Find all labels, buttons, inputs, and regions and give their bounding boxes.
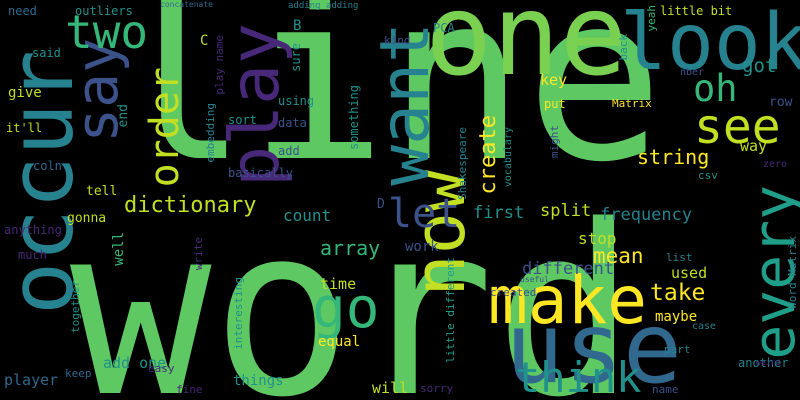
word-frequency: frequency (600, 205, 693, 225)
word-created: created (490, 286, 537, 299)
word-stop: stop (578, 229, 617, 248)
word-anything: anything (4, 223, 62, 237)
word-embedding: embedding (204, 103, 217, 163)
word-case: case (692, 321, 717, 332)
word-end: end (116, 104, 131, 128)
word-oh: oh (693, 67, 738, 110)
word-look: look (620, 0, 800, 88)
word-add-one: add one (103, 354, 167, 372)
word-using: using (278, 94, 315, 108)
word-fine: fine (176, 383, 203, 396)
word-gonna: gonna (67, 211, 107, 226)
word-list: list (666, 251, 693, 264)
word-first: first (473, 203, 525, 223)
word-little-bit: little bit (660, 4, 733, 18)
word-see: see (694, 99, 781, 155)
word-array: array (320, 236, 381, 260)
word-data: data (278, 116, 307, 130)
word-need: need (8, 4, 37, 18)
word-two: two (65, 5, 149, 59)
word-count: count (283, 206, 332, 225)
word-interesting: interesting (232, 277, 245, 350)
word-line: line (110, 0, 664, 213)
word-csv: csv (698, 169, 718, 182)
word-give: give (8, 85, 42, 101)
word-make: make (488, 262, 647, 339)
word-part: part (664, 343, 691, 356)
word-equal: equal (318, 334, 361, 350)
word-it-ll: it'll (6, 121, 43, 135)
word-string: string (637, 145, 710, 169)
word-one: one (425, 0, 628, 101)
word-sure: sure (289, 43, 303, 72)
word-something: something (347, 85, 361, 151)
word-little-different: little different (444, 257, 457, 363)
word-dictionary: dictionary (124, 193, 257, 218)
word-coln: coln (33, 159, 62, 173)
word-time: time (320, 275, 357, 293)
word-shakespeare: Shakespeare (456, 127, 469, 200)
word-order: order (142, 67, 188, 188)
word-mean: mean (593, 244, 644, 268)
word-use: use (505, 292, 683, 400)
word-split: split (540, 201, 592, 221)
word-take: take (650, 280, 706, 306)
word-work: work (405, 239, 439, 255)
word-word-matrix: word Matrix (786, 236, 799, 309)
word-kind: kind (384, 34, 411, 47)
word-write: write (192, 237, 205, 271)
word-key: key (540, 71, 568, 89)
word-word: word (70, 176, 636, 400)
word-might: might (548, 125, 561, 159)
word-another: another (738, 356, 789, 370)
word-maybe: maybe (655, 309, 698, 325)
word-create: create (476, 115, 501, 195)
word-yeah: yeah (645, 5, 658, 32)
word-weird: weird (756, 358, 781, 367)
word-d: D (377, 197, 385, 212)
word-pca: PCA (433, 21, 455, 35)
word-name: name (652, 383, 679, 396)
word-basically: basically (228, 166, 294, 180)
word-zero: zero (763, 159, 788, 170)
word-sort: sort (228, 113, 257, 127)
word-row: row (769, 95, 793, 110)
word-keep: keep (65, 367, 92, 380)
word-let: let (388, 191, 461, 237)
word-way: way (740, 137, 768, 155)
word-b: B (293, 18, 302, 34)
word-used: used (671, 264, 708, 282)
word-back: back (617, 34, 630, 61)
word-go: go (312, 276, 380, 341)
word-vocabulary: vocabulary (503, 127, 514, 188)
word-easy: easy (148, 362, 175, 375)
word-adding-adding: adding adding (288, 1, 359, 11)
word-add: add (278, 144, 300, 158)
word-sorry: sorry (420, 382, 454, 395)
word-will: will (372, 379, 409, 397)
word-together: together (69, 280, 82, 333)
word-different: different (522, 259, 615, 279)
word-said: said (32, 46, 61, 60)
word-c: C (200, 33, 209, 49)
word-player: player (4, 371, 59, 389)
word-tell: tell (86, 184, 118, 199)
word-outliers: outliers (75, 4, 133, 18)
word-matrix: Matrix (612, 97, 652, 110)
word-put: put (544, 97, 566, 111)
word-well: well (111, 232, 127, 266)
word-got: got (742, 55, 777, 77)
word-much: much (18, 248, 47, 262)
word-useful: useful (520, 275, 549, 284)
word-nber: nber (680, 67, 705, 78)
word-things: things (233, 373, 284, 389)
word-think: think (515, 353, 642, 400)
word-concatenate: concatenate (160, 0, 213, 9)
word-play-name: play name (213, 35, 226, 95)
